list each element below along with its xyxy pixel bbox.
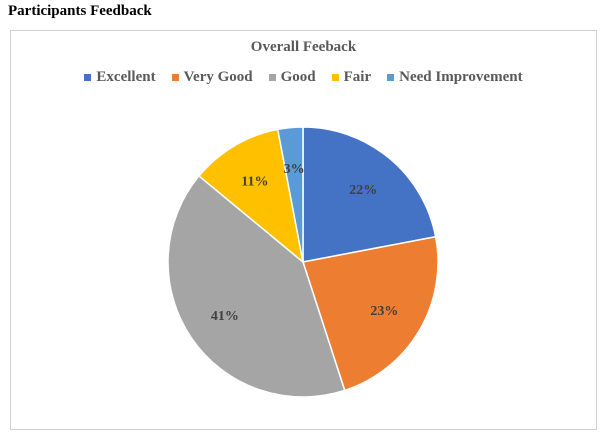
legend-swatch	[171, 74, 179, 81]
pie-slice-need-improvement	[276, 126, 304, 263]
chart-legend: Excellent Very Good Good Fair Need Improveme…	[11, 69, 596, 86]
slice-data-label: 23%	[370, 304, 398, 319]
pie-slice-excellent	[302, 126, 437, 263]
page-heading: Participants Feedback	[8, 3, 152, 19]
slice-data-label: 41%	[211, 309, 239, 324]
legend-label: Good	[280, 69, 316, 85]
chart-title: Overall Feeback	[250, 39, 357, 55]
legend-item: Very Good	[171, 69, 253, 86]
legend-swatch	[387, 74, 395, 81]
legend-swatch	[84, 74, 92, 81]
slice-data-label: 22%	[349, 183, 377, 198]
legend-label: Fair	[343, 69, 372, 85]
pie-slice-good	[167, 174, 346, 398]
pie-slice-very-good	[302, 235, 439, 392]
pie-chart: 22% 23% 41% 11% 3%	[167, 126, 439, 398]
legend-label: Need Improvement	[399, 69, 523, 85]
legend-label: Very Good	[183, 69, 253, 85]
legend-item: Good	[268, 69, 316, 86]
legend-item: Need Improvement	[387, 69, 523, 86]
chart-frame: Overall Feeback Excellent Very Good Good Fa…	[10, 30, 597, 430]
legend-item: Excellent	[84, 69, 156, 86]
legend-item: Fair	[331, 69, 372, 86]
slice-data-label: 3%	[284, 162, 305, 177]
pie-slice-fair	[197, 128, 305, 264]
legend-swatch	[268, 74, 276, 81]
slice-data-label: 11%	[241, 175, 268, 190]
legend-swatch	[331, 74, 339, 81]
legend-label: Excellent	[96, 69, 156, 85]
